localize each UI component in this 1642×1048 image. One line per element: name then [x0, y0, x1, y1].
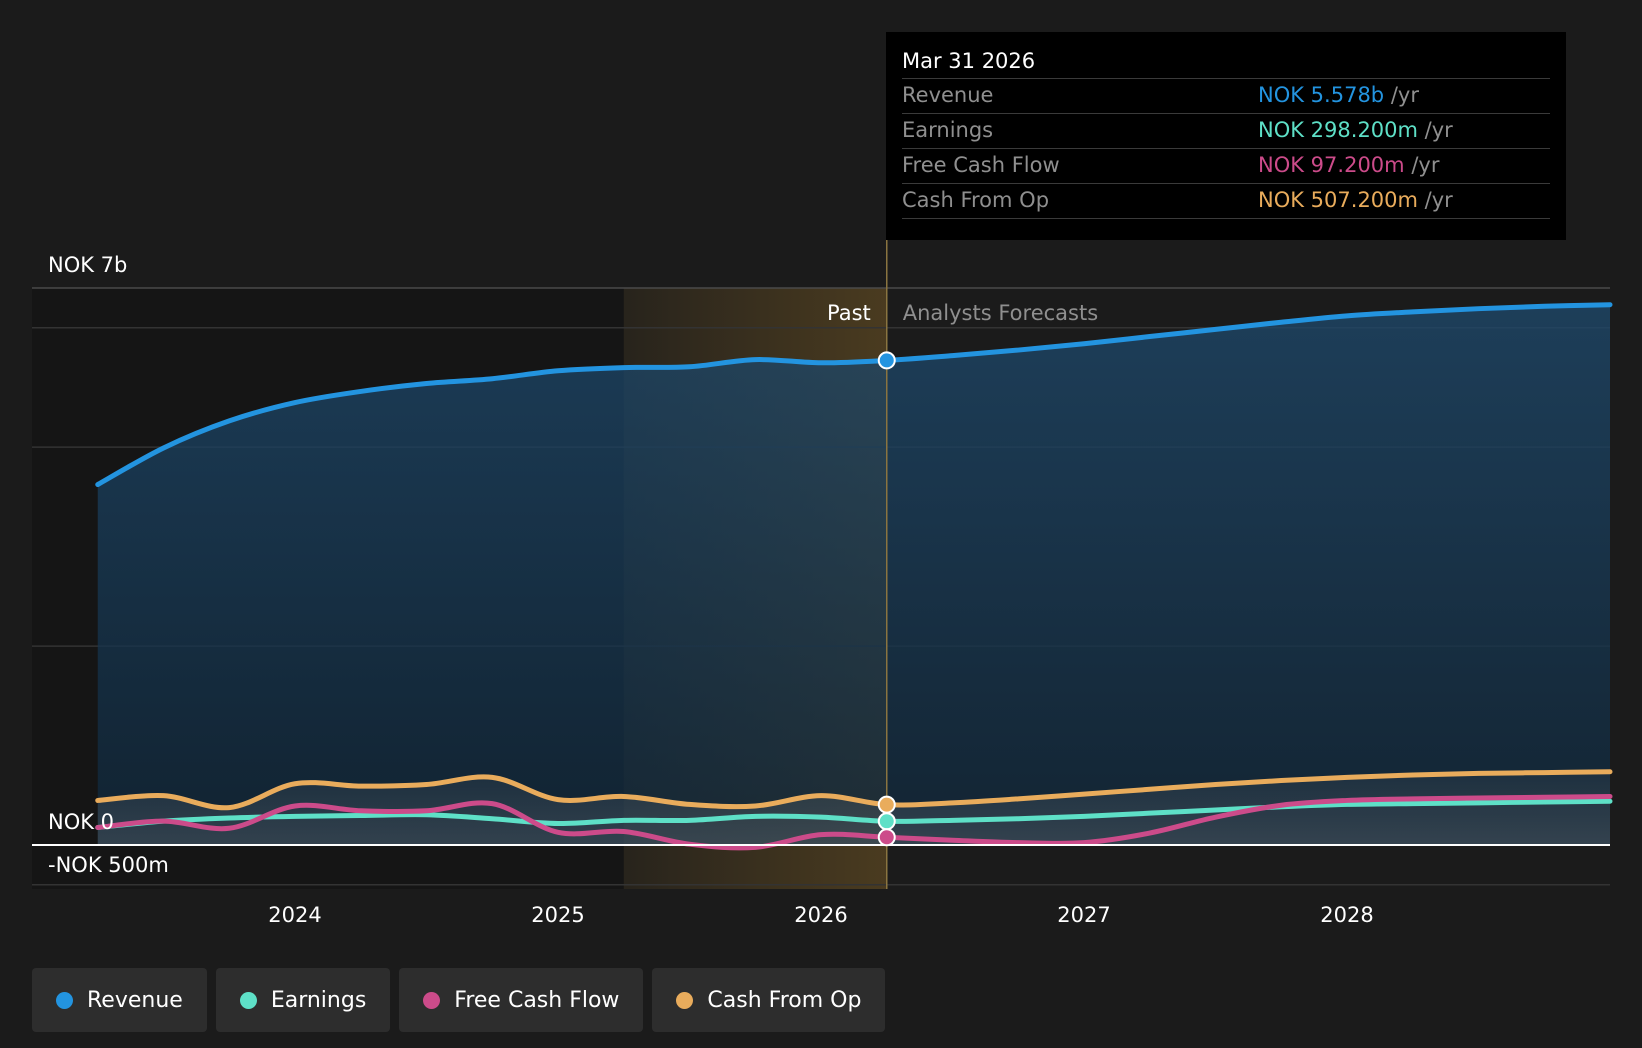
- series-line-cash-from-op: [95, 769, 1613, 811]
- legend-item-revenue[interactable]: Revenue: [32, 968, 207, 1032]
- series-areas: [97, 304, 1610, 846]
- x-axis-labels: 2024 2025 2026 2027 2028: [268, 903, 1373, 927]
- tooltip-row-free-cash-flow: Free Cash Flow NOK 97.200m /yr: [902, 148, 1550, 183]
- tooltip-row-cash-from-op: Cash From Op NOK 507.200m /yr: [902, 183, 1550, 219]
- x-tick-label: 2027: [1057, 903, 1110, 927]
- legend-label: Earnings: [270, 987, 367, 1013]
- x-tick-label: 2025: [531, 903, 584, 927]
- lower-series-area: [97, 771, 1610, 845]
- x-tick-label: 2024: [268, 903, 321, 927]
- x-tick-label: 2026: [794, 903, 847, 927]
- y-axis-labels: NOK 7b NOK 0 -NOK 500m: [48, 253, 169, 877]
- y-tick-label: NOK 0: [48, 810, 114, 834]
- series-line-revenue: [95, 302, 1613, 488]
- legend-label: Revenue: [87, 987, 183, 1013]
- y-tick-label: NOK 7b: [48, 253, 127, 277]
- x-tick-label: 2028: [1320, 903, 1373, 927]
- marker-cash-from-op: [877, 795, 896, 814]
- marker-free-cash-flow: [877, 828, 896, 847]
- tooltip-label: Cash From Op: [902, 188, 1050, 212]
- tooltip-label: Free Cash Flow: [902, 153, 1060, 177]
- tooltip-row-earnings: Earnings NOK 298.200m /yr: [902, 113, 1550, 148]
- legend-item-earnings[interactable]: Earnings: [215, 968, 391, 1032]
- legend-dot-icon: [239, 991, 257, 1009]
- legend-dot-icon: [423, 991, 441, 1009]
- legend: Revenue Earnings Free Cash Flow Cash Fro…: [32, 968, 886, 1032]
- tooltip-value: NOK 5.578b /yr: [1258, 83, 1419, 107]
- tooltip-value: NOK 507.200m /yr: [1258, 188, 1453, 212]
- tooltip-row-revenue: Revenue NOK 5.578b /yr: [902, 78, 1550, 113]
- legend-dot-icon: [56, 991, 73, 1009]
- tooltip: Mar 31 2026 Revenue NOK 5.578b /yr Earni…: [886, 32, 1566, 240]
- forecast-label: Analysts Forecasts: [903, 301, 1098, 325]
- legend-item-free-cash-flow[interactable]: Free Cash Flow: [399, 968, 644, 1032]
- marker-earnings: [877, 812, 896, 831]
- tooltip-value: NOK 298.200m /yr: [1258, 118, 1453, 142]
- tooltip-date: Mar 31 2026: [902, 49, 1036, 73]
- legend-item-cash-from-op[interactable]: Cash From Op: [652, 968, 886, 1032]
- legend-label: Free Cash Flow: [454, 987, 620, 1013]
- tooltip-label: Earnings: [902, 118, 994, 142]
- revenue-area: [97, 304, 1610, 846]
- legend-dot-icon: [676, 991, 694, 1009]
- series-line-free-cash-flow: [95, 793, 1613, 851]
- tooltip-value: NOK 97.200m /yr: [1258, 153, 1440, 177]
- tooltip-label: Revenue: [902, 83, 994, 107]
- series-lines: [95, 302, 1613, 851]
- y-tick-label: -NOK 500m: [48, 853, 169, 877]
- marker-revenue: [877, 351, 896, 370]
- legend-label: Cash From Op: [707, 987, 862, 1013]
- past-label: Past: [827, 301, 871, 325]
- current-value-markers: [877, 351, 896, 847]
- series-line-earnings: [95, 798, 1613, 830]
